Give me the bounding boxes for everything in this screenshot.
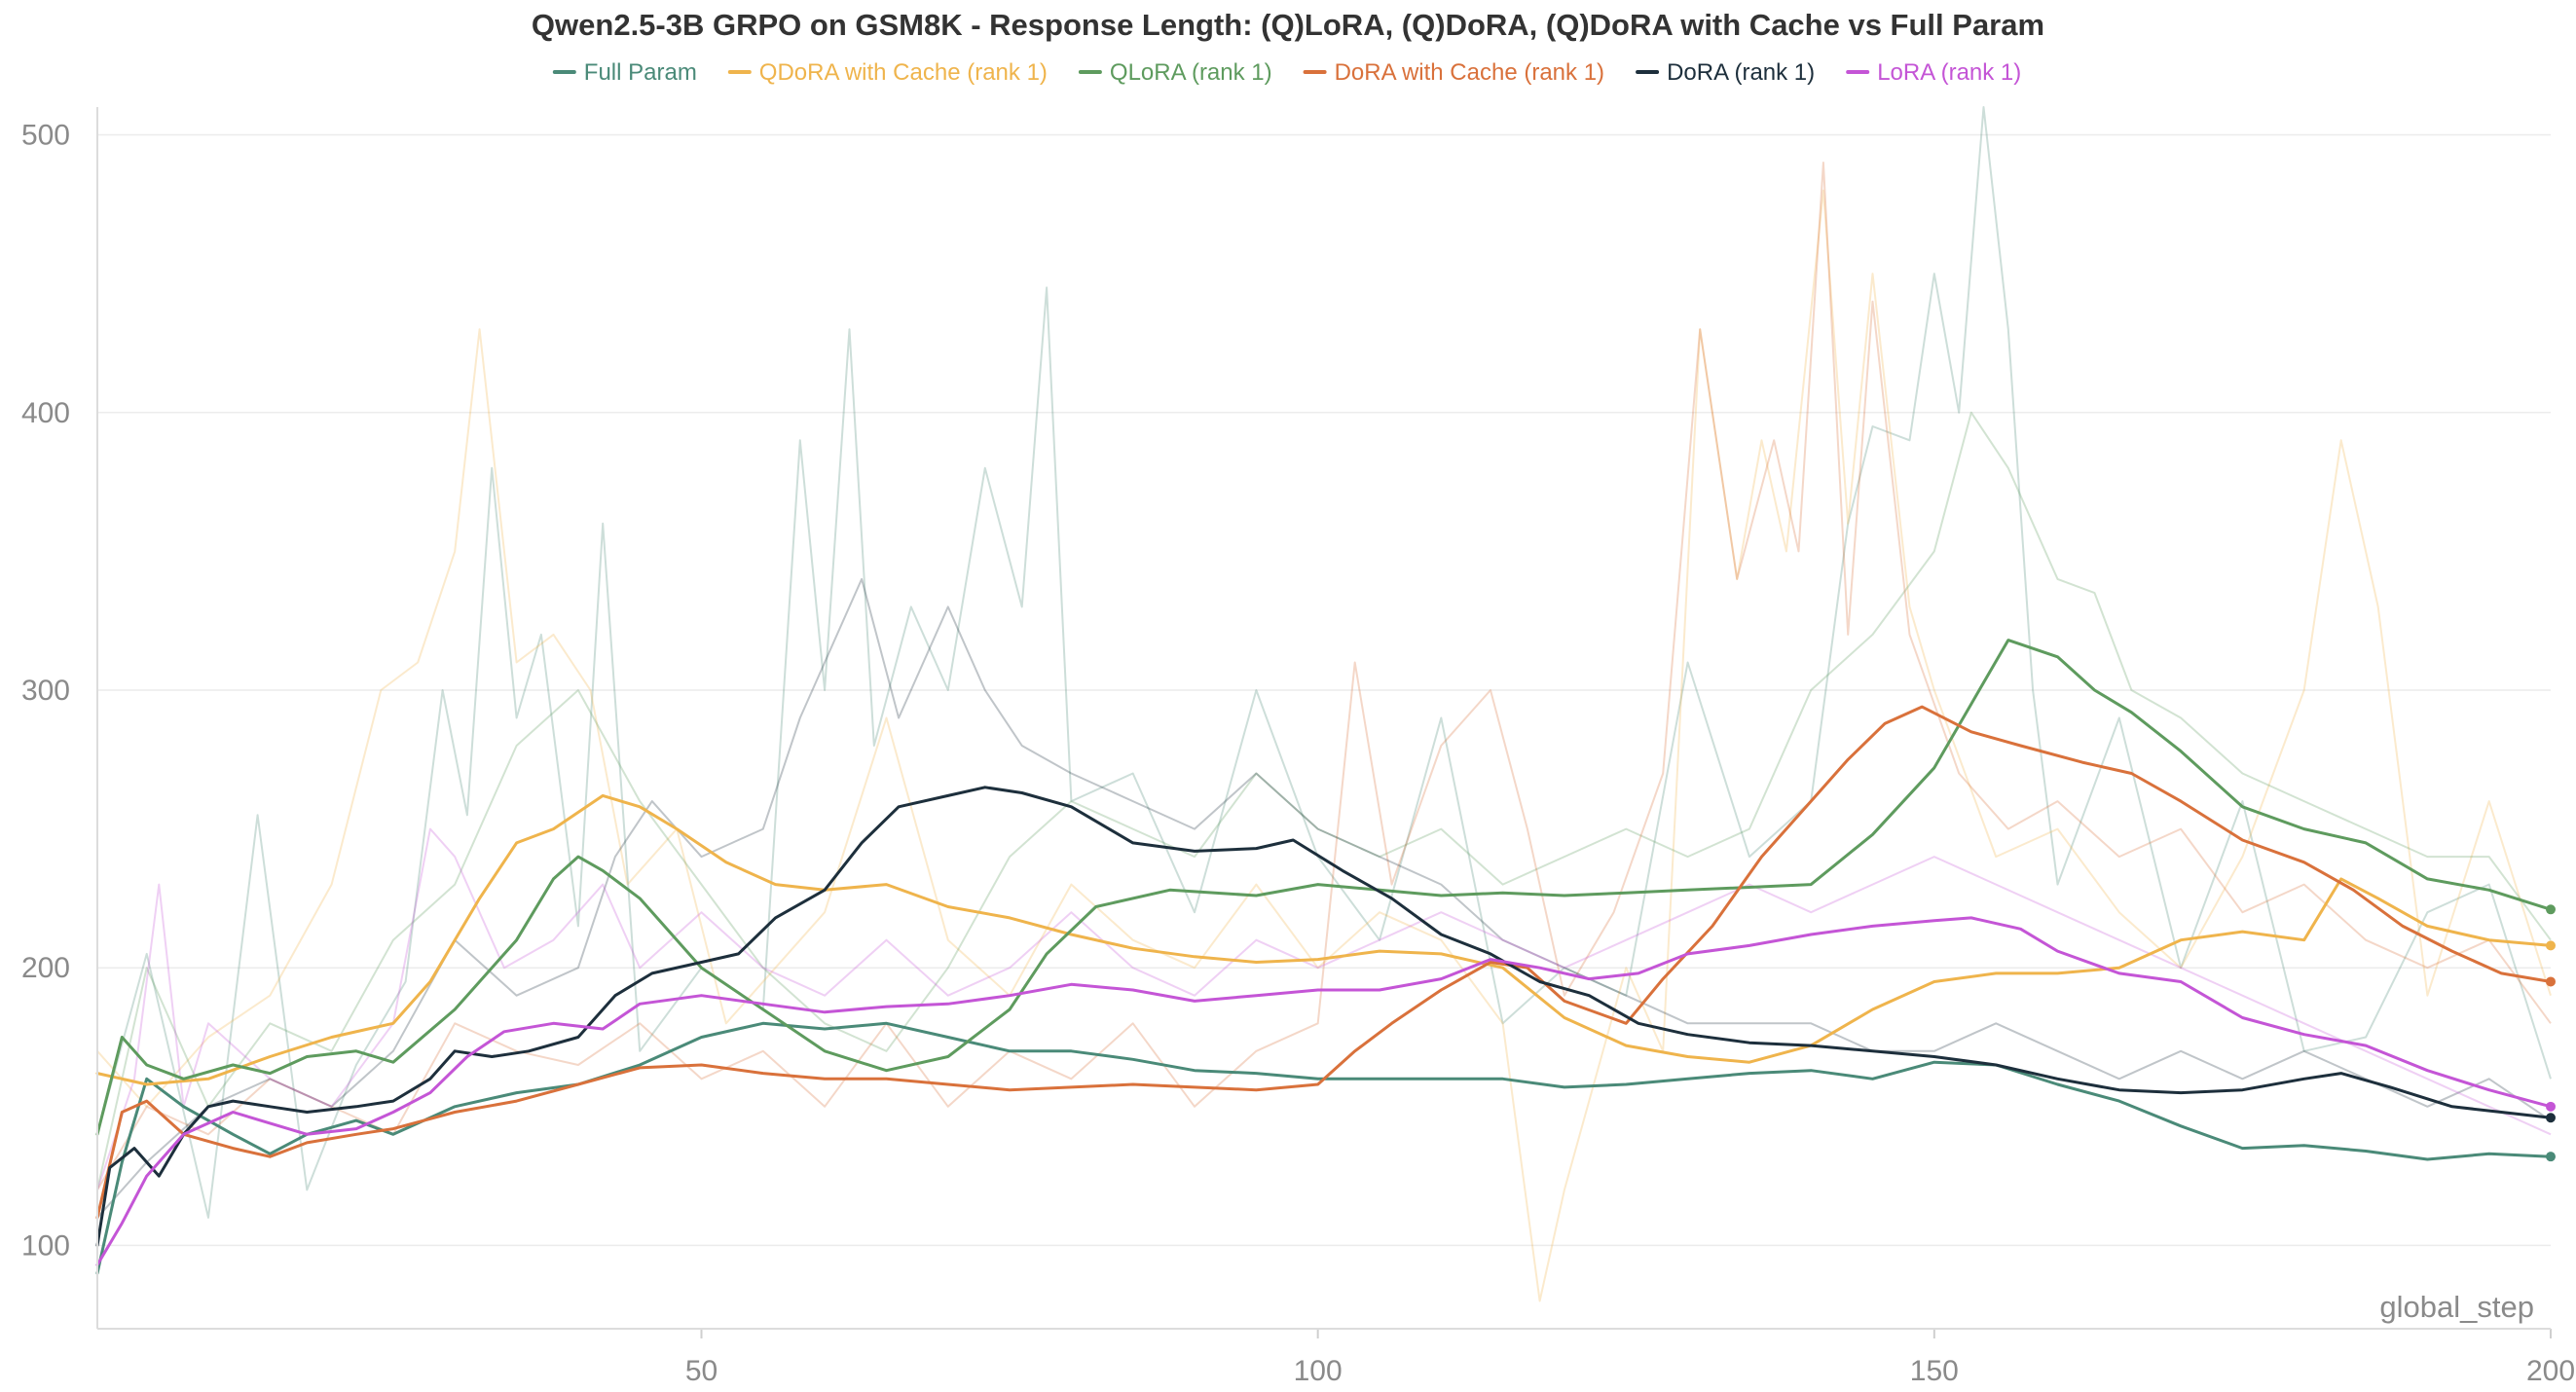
raw-line-dora-rank-1 — [96, 577, 2552, 1219]
endpoint-marker-qdora-with-cache-rank-1 — [2546, 940, 2556, 951]
raw-line-dora-with-cache-rank-1 — [96, 162, 2552, 1191]
legend-label: LoRA (rank 1) — [1877, 59, 2021, 86]
y-tick-label: 300 — [21, 675, 70, 707]
raw-line-full-param — [96, 106, 2552, 1219]
endpoint-markers — [2546, 904, 2556, 1162]
endpoint-marker-lora-rank-1 — [2546, 1101, 2556, 1112]
legend-label: QDoRA with Cache (rank 1) — [759, 59, 1048, 86]
y-tick-label: 400 — [21, 397, 70, 429]
series-line-dora-with-cache-rank-1 — [95, 705, 2553, 1220]
x-tick-label: 100 — [1294, 1355, 1343, 1387]
legend-label: DoRA with Cache (rank 1) — [1335, 59, 1604, 86]
series-line-qlora-rank-1 — [95, 639, 2553, 1136]
y-tick-label: 500 — [21, 120, 70, 152]
raw-series-layer — [96, 106, 2552, 1302]
legend-item-dora-rank-1[interactable]: DoRA (rank 1) — [1636, 59, 1815, 86]
legend-item-lora-rank-1[interactable]: LoRA (rank 1) — [1846, 59, 2021, 86]
x-tick-label: 200 — [2526, 1355, 2575, 1387]
legend-label: DoRA (rank 1) — [1667, 59, 1815, 86]
x-axis-label: global_step — [2379, 1290, 2534, 1324]
series-line-dora-rank-1 — [95, 786, 2553, 1247]
endpoint-marker-dora-rank-1 — [2546, 1113, 2556, 1123]
legend-item-qdora-with-cache-rank-1[interactable]: QDoRA with Cache (rank 1) — [727, 59, 1048, 86]
series-line-lora-rank-1 — [95, 916, 2553, 1266]
legend: Full Param QDoRA with Cache (rank 1) QLoRA… — [552, 59, 2021, 86]
x-tick-label: 50 — [685, 1355, 718, 1387]
legend-item-qlora-rank-1[interactable]: QLoRA (rank 1) — [1078, 59, 1272, 86]
x-tick-label: 150 — [1910, 1355, 1959, 1387]
endpoint-marker-qlora-rank-1 — [2546, 904, 2556, 915]
raw-line-qdora-with-cache-rank-1 — [96, 189, 2552, 1302]
legend-item-full-param[interactable]: Full Param — [552, 59, 697, 86]
endpoint-marker-dora-with-cache-rank-1 — [2546, 976, 2556, 987]
series-line-qdora-with-cache-rank-1 — [95, 793, 2553, 1086]
series-line-full-param — [95, 1021, 2553, 1275]
grid — [97, 133, 2551, 1247]
y-tick-label: 100 — [21, 1229, 70, 1262]
legend-label: Full Param — [584, 59, 697, 86]
legend-item-dora-with-cache-rank-1[interactable]: DoRA with Cache (rank 1) — [1303, 59, 1604, 86]
raw-line-lora-rank-1 — [96, 827, 2552, 1191]
raw-line-qlora-rank-1 — [96, 411, 2552, 1191]
chart-title: Qwen2.5-3B GRPO on GSM8K - Response Leng… — [532, 8, 2044, 42]
smoothed-series-layer — [95, 639, 2553, 1275]
endpoint-marker-full-param — [2546, 1152, 2556, 1162]
y-tick-label: 200 — [21, 952, 70, 984]
axes: 100 200 300 400 500 50 100 150 200 — [21, 107, 2575, 1387]
legend-label: QLoRA (rank 1) — [1110, 59, 1272, 86]
